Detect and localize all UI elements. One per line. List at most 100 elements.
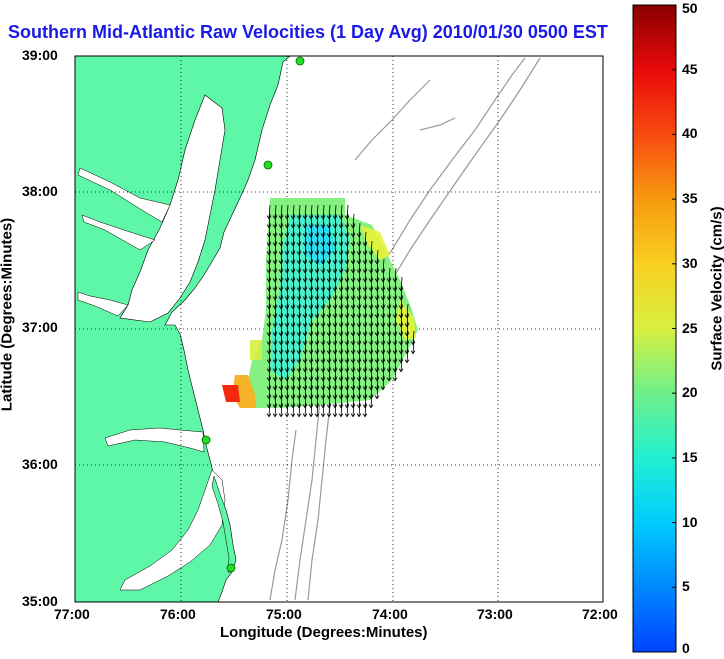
velocity-vector [274, 276, 277, 291]
velocity-vector [274, 285, 277, 300]
velocity-vector [268, 393, 271, 408]
velocity-vector-head [296, 305, 302, 310]
velocity-vector-head [290, 323, 296, 328]
velocity-vector-head [278, 341, 284, 346]
velocity-vector-head [308, 359, 314, 364]
velocity-vector-head [272, 395, 278, 400]
velocity-vector-head [314, 260, 320, 265]
velocity-vector [298, 204, 301, 219]
velocity-vector-head [374, 386, 380, 391]
velocity-vector [406, 312, 409, 327]
velocity-vector [328, 249, 331, 264]
velocity-vector [334, 231, 337, 246]
velocity-vector-head [308, 224, 314, 229]
velocity-vector [358, 267, 361, 282]
velocity-vector [310, 393, 313, 408]
velocity-vector-head [344, 224, 350, 229]
velocity-vector [274, 231, 277, 246]
velocity-vector-head [362, 278, 368, 283]
velocity-vector [346, 321, 349, 336]
velocity-vector-head [314, 341, 320, 346]
velocity-vector [376, 249, 379, 264]
velocity-vector-head [308, 332, 314, 337]
velocity-vector [286, 213, 289, 228]
velocity-vector-head [326, 395, 332, 400]
velocity-vector-head [302, 377, 308, 382]
velocity-vector [298, 267, 301, 282]
velocity-vector [352, 240, 355, 255]
velocity-vector [298, 285, 301, 300]
velocity-vector-head [272, 278, 278, 283]
velocity-vector-head [320, 251, 326, 256]
velocity-vector-head [272, 386, 278, 391]
velocity-vector [364, 294, 367, 309]
velocity-vector-head [314, 251, 320, 256]
velocity-vector-head [326, 224, 332, 229]
velocity-vector [268, 330, 271, 345]
velocity-vector [346, 303, 349, 318]
velocity-vector-head [320, 350, 326, 355]
velocity-vector-head [272, 296, 278, 301]
y-axis-label: Latitude (Degrees:Minutes) [0, 217, 16, 412]
velocity-vector [346, 294, 349, 309]
velocity-vector [292, 240, 295, 255]
velocity-vector-head [326, 314, 332, 319]
velocity-vector-head [368, 341, 374, 346]
velocity-vector-head [356, 233, 362, 238]
velocity-vector-head [362, 413, 368, 418]
velocity-vector-head [356, 413, 362, 418]
velocity-vector [310, 384, 313, 399]
velocity-vector [304, 204, 307, 219]
velocity-vector-head [344, 314, 350, 319]
velocity-vector [370, 330, 373, 345]
velocity-vector [304, 231, 307, 246]
velocity-vector [352, 285, 355, 300]
velocity-vector [292, 312, 295, 327]
velocity-vector [370, 357, 373, 372]
velocity-vector [310, 366, 313, 381]
velocity-vector-head [350, 341, 356, 346]
velocity-vector-head [266, 314, 272, 319]
velocity-vector-head [290, 404, 296, 409]
velocity-vector-head [362, 269, 368, 274]
velocity-vector [346, 240, 349, 255]
velocity-vector-head [272, 305, 278, 310]
velocity-vector [352, 366, 355, 381]
velocity-vector [352, 222, 355, 237]
velocity-vector [334, 267, 337, 282]
velocity-vector [310, 330, 313, 345]
velocity-vector [388, 348, 391, 363]
velocity-vector [400, 348, 403, 363]
velocity-vector-head [362, 377, 368, 382]
velocity-vector [286, 231, 289, 246]
velocity-vector-head [302, 224, 308, 229]
velocity-vector-head [350, 224, 356, 229]
velocity-vector-head [266, 359, 272, 364]
velocity-vector [292, 339, 295, 354]
velocity-vector [280, 213, 283, 228]
velocity-vector-head [284, 242, 290, 247]
velocity-vector-head [338, 368, 344, 373]
velocity-vector-head [290, 269, 296, 274]
velocity-vector [340, 303, 343, 318]
velocity-vector-head [338, 395, 344, 400]
velocity-vector [304, 321, 307, 336]
velocity-vector-head [344, 350, 350, 355]
velocity-vector [268, 348, 271, 363]
velocity-vector-head [272, 350, 278, 355]
velocity-vector [388, 303, 391, 318]
velocity-vector-head [284, 395, 290, 400]
velocity-vector-head [266, 242, 272, 247]
velocity-vector-head [368, 368, 374, 373]
velocity-vector-head [344, 269, 350, 274]
velocity-vector [286, 204, 289, 219]
velocity-vector-head [362, 404, 368, 409]
velocity-vector [340, 258, 343, 273]
velocity-vector [280, 402, 283, 417]
velocity-vector [280, 366, 283, 381]
velocity-vector [292, 330, 295, 345]
velocity-vector [304, 375, 307, 390]
velocity-vector-head [410, 341, 416, 346]
velocity-vector [370, 294, 373, 309]
velocity-vector [298, 276, 301, 291]
